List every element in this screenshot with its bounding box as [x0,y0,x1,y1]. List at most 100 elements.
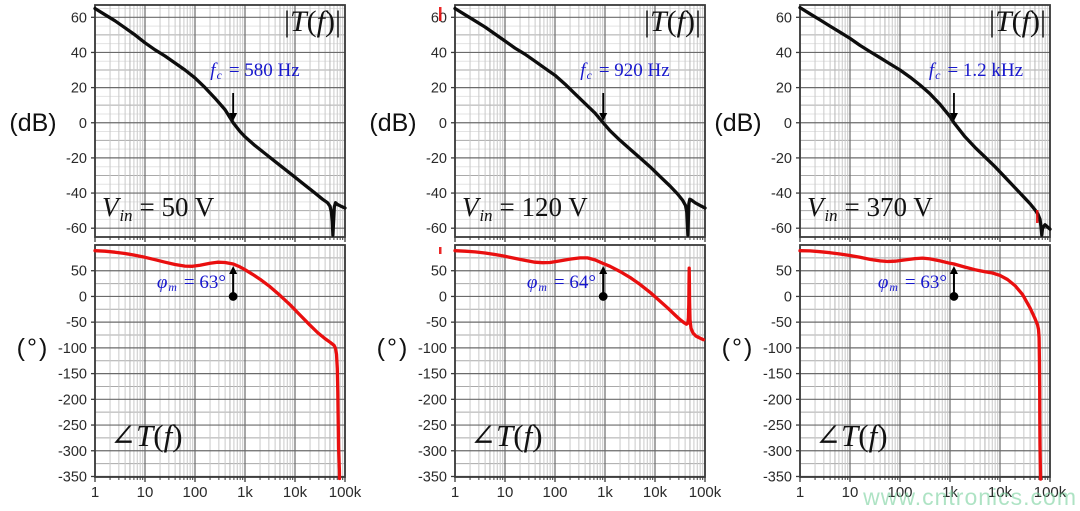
y-tick-label: -40 [771,186,792,202]
y-axis-unit-label: (dB) [369,109,416,137]
y-tick-label: -250 [418,418,447,434]
y-tick-label: -60 [66,221,87,237]
plot-frame [94,244,346,478]
plot-frame [799,244,1051,478]
crossover-frequency-label: fc = 1.2 kHz [928,60,1024,83]
y-tick-label: 40 [776,45,792,61]
y-tick-label: 20 [776,81,792,97]
y-tick-label: -350 [418,469,447,485]
y-tick-label: 40 [431,45,447,61]
y-tick-label: -200 [763,392,792,408]
crossover-arrow-head [599,113,608,121]
phase-margin-arrow-head [229,266,238,274]
y-tick-label: -20 [426,151,447,167]
phase-margin-arrow-head [599,266,608,274]
plot-frame [94,4,346,238]
y-tick-label: -300 [763,444,792,460]
phase-title: ∠T(f) [815,418,888,453]
crossover-frequency-label: fc = 920 Hz [580,60,670,83]
y-tick-label: -40 [426,186,447,202]
y-tick-label: 20 [431,81,447,97]
y-tick-label: -60 [426,221,447,237]
plot-frame [454,4,706,238]
x-tick-label: 100 [182,484,207,501]
phase-margin-label: φm = 64° [526,272,596,295]
magnitude-title: |T(f)| [643,5,701,38]
vin-value-label: Vin = 120 V [462,192,588,225]
y-tick-label: -150 [763,367,792,383]
loop-gain-magnitude-db-curve [453,6,707,237]
loop-gain-magnitude-db-curve [798,5,1052,237]
x-tick-label: 100 [542,484,567,501]
stray-red-mark [439,247,442,254]
y-tick-label: 50 [431,264,447,280]
y-tick-label: -350 [58,469,87,485]
y-tick-label: -200 [418,392,447,408]
y-tick-label: 60 [776,10,792,26]
y-tick-label: -300 [58,444,87,460]
y-tick-label: 0 [79,289,87,305]
x-tick-label: 1k [597,484,613,501]
vin-value-label: Vin = 50 V [102,192,215,225]
y-axis-unit-label: (°) [17,334,50,362]
plot-frame [454,244,706,478]
y-axis-unit-label: (°) [722,334,755,362]
x-tick-label: 1 [91,484,99,501]
y-tick-label: -300 [418,444,447,460]
y-tick-label: -150 [58,367,87,383]
y-tick-label: 0 [79,116,87,132]
crossover-arrow-head [229,113,238,121]
x-tick-label: 10k [643,484,668,501]
y-tick-label: -350 [763,469,792,485]
y-axis-unit-label: (°) [377,334,410,362]
stray-red-mark [1036,210,1039,223]
y-tick-label: 40 [71,45,87,61]
y-tick-label: 60 [71,10,87,26]
phase-margin-arrow-head [949,266,958,274]
magnitude-title: |T(f)| [283,5,341,38]
stray-red-mark [439,7,442,21]
phase-margin-dot [598,292,608,301]
y-tick-label: 60 [431,10,447,26]
x-tick-label: 1 [796,484,804,501]
x-tick-label: 100k [689,484,722,501]
loop-gain-phase-deg-curve [798,249,1043,481]
y-tick-label: -60 [771,221,792,237]
y-tick-label: -200 [58,392,87,408]
y-tick-label: -20 [771,151,792,167]
vin-value-label: Vin = 370 V [807,192,933,225]
x-tick-label: 10k [988,484,1013,501]
y-tick-label: -100 [763,341,792,357]
x-tick-label: 10 [497,484,514,501]
y-axis-unit-label: (dB) [9,109,56,137]
y-tick-label: -100 [58,341,87,357]
phase-title: ∠T(f) [110,418,183,453]
phase-title: ∠T(f) [470,418,543,453]
magnitude-vin-50-panel: 60 40 20 0 -20 -40 -60 (dB) [9,4,347,242]
y-tick-label: 0 [784,116,792,132]
magnitude-title: |T(f)| [988,5,1046,38]
y-tick-label: -250 [58,418,87,434]
phase-margin-dot [228,292,238,301]
x-tick-label: 10 [137,484,154,501]
y-tick-label: -100 [418,341,447,357]
y-tick-label: 0 [439,289,447,305]
phase-margin-dot [949,292,959,301]
magnitude-vin-370-panel: 60 40 20 0 -20 -40 -60 (dB) [714,4,1052,242]
y-tick-label: 50 [71,264,87,280]
loop-gain-phase-deg-curve [93,249,342,481]
x-tick-label: 100 [887,484,912,501]
y-tick-label: -50 [426,315,447,331]
y-tick-label: -150 [418,367,447,383]
y-tick-label: -50 [771,315,792,331]
y-tick-label: 0 [439,116,447,132]
x-tick-label: 10 [842,484,859,501]
loop-gain-phase-deg-curve [453,249,706,342]
x-tick-label: 100k [1034,484,1067,501]
y-tick-label: -40 [66,186,87,202]
crossover-arrow-head [949,113,958,121]
